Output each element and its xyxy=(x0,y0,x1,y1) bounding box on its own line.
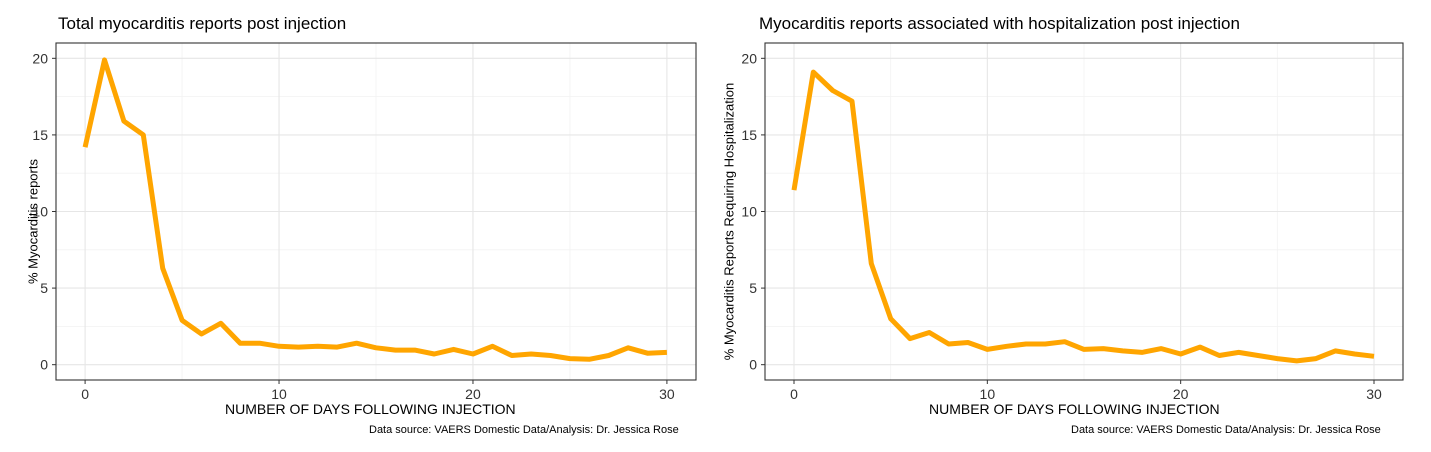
chart-title: Total myocarditis reports post injection xyxy=(58,14,347,33)
x-tick-label: 0 xyxy=(790,386,798,402)
y-tick-label: 20 xyxy=(32,50,48,66)
chart-title: Myocarditis reports associated with hosp… xyxy=(759,14,1240,33)
y-tick-label: 10 xyxy=(32,204,48,220)
data-source-caption: Data source: VAERS Domestic Data/Analysi… xyxy=(1071,424,1381,436)
line-chart-hospitalization: 0 10 20 30 0 5 10 15 20 xyxy=(741,42,1404,402)
y-tick-label: 5 xyxy=(40,280,48,296)
x-tick-label: 10 xyxy=(271,386,287,402)
y-tick-label: 10 xyxy=(741,204,757,220)
x-tick-label: 30 xyxy=(659,386,675,402)
y-tick-label: 5 xyxy=(749,280,757,296)
y-tick-label: 15 xyxy=(741,127,757,143)
x-axis-label: NUMBER OF DAYS FOLLOWING INJECTION xyxy=(225,401,516,417)
line-chart-total: 0 10 20 30 0 5 10 15 20 xyxy=(32,42,697,402)
data-source-caption: Data source: VAERS Domestic Data/Analysi… xyxy=(369,424,679,436)
chart-panel-hospitalization: Myocarditis reports associated with hosp… xyxy=(705,0,1415,452)
x-axis-label: NUMBER OF DAYS FOLLOWING INJECTION xyxy=(929,401,1220,417)
x-tick-label: 0 xyxy=(81,386,89,402)
y-tick-label: 20 xyxy=(741,50,757,66)
x-tick-label: 20 xyxy=(465,386,481,402)
chart-panel-total: Total myocarditis reports post injection… xyxy=(0,0,710,452)
x-tick-label: 20 xyxy=(1173,386,1189,402)
x-tick-label: 10 xyxy=(980,386,996,402)
x-tick-label: 30 xyxy=(1366,386,1382,402)
y-tick-label: 0 xyxy=(40,357,48,373)
y-tick-label: 0 xyxy=(749,357,757,373)
y-tick-label: 15 xyxy=(32,127,48,143)
